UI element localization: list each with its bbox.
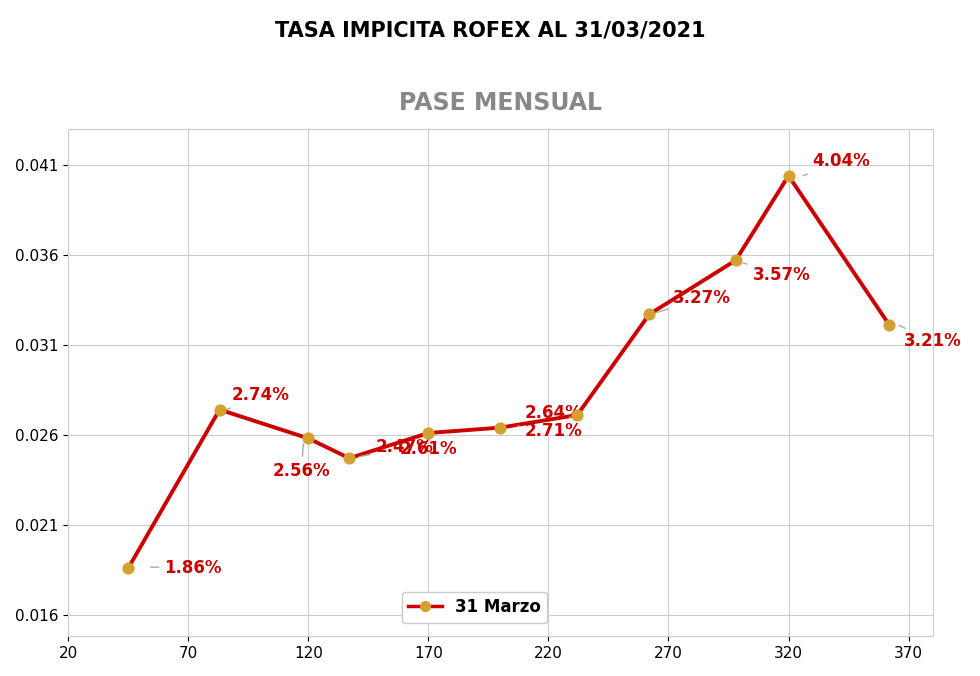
Text: 2.56%: 2.56% [272,444,330,480]
Text: TASA IMPICITA ROFEX AL 31/03/2021: TASA IMPICITA ROFEX AL 31/03/2021 [274,20,706,41]
Point [642,309,658,320]
Point [728,255,744,266]
Point [493,422,509,433]
Point [569,410,585,420]
Point [212,404,227,415]
Text: 4.04%: 4.04% [804,152,870,176]
Text: 2.71%: 2.71% [524,417,582,440]
Point [781,170,797,181]
Text: 2.74%: 2.74% [227,386,289,410]
Text: 3.27%: 3.27% [657,289,731,312]
Text: 2.64%: 2.64% [517,404,582,427]
Text: 2.47%: 2.47% [359,439,433,457]
Text: 1.86%: 1.86% [150,559,221,577]
Point [301,433,317,444]
Point [882,320,898,331]
Point [121,562,136,573]
Title: PASE MENSUAL: PASE MENSUAL [399,91,602,114]
Legend: 31 Marzo: 31 Marzo [402,592,548,623]
Point [341,453,357,464]
Point [420,428,436,439]
Text: 3.21%: 3.21% [899,325,961,350]
Text: 3.57%: 3.57% [743,263,810,284]
Text: 2.61%: 2.61% [400,433,458,458]
